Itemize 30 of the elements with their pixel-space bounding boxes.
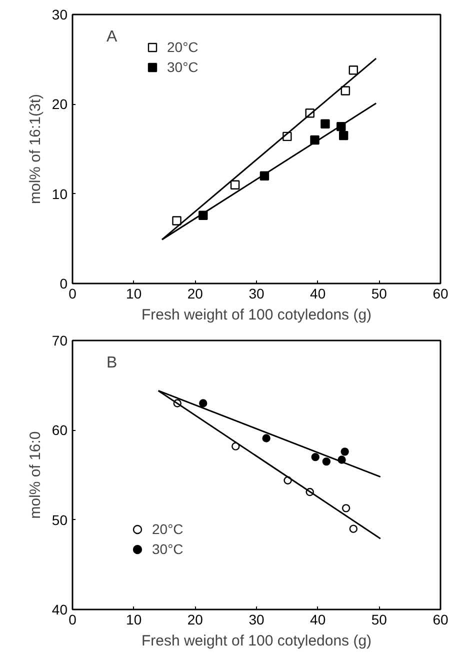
y-tick-label: 10 (52, 186, 68, 202)
y-tick-label: 30 (52, 6, 68, 22)
y-tick-label: 60 (52, 422, 68, 438)
x-tick-label: 40 (310, 286, 326, 302)
x-axis-title: Fresh weight of 100 cotyledons (g) (141, 632, 372, 650)
y-tick-label: 0 (60, 276, 68, 292)
x-tick-label: 10 (126, 612, 142, 628)
x-tick-label: 40 (310, 612, 326, 628)
legend-label: 20°C (167, 39, 198, 55)
legend-label: 30°C (167, 59, 198, 75)
x-tick-label: 30 (248, 612, 264, 628)
x-tick-label: 20 (187, 612, 204, 628)
y-axis-title: mol% of 16:1(3t) (26, 94, 44, 204)
x-tick-label: 50 (371, 612, 388, 628)
x-tick-label: 60 (432, 612, 448, 628)
x-tick-label: 10 (126, 286, 142, 302)
y-tick-label: 20 (52, 96, 68, 112)
y-tick-label: 50 (52, 512, 68, 528)
annotation: A (106, 28, 118, 46)
x-tick-label: 50 (371, 286, 388, 302)
y-tick-label: 40 (52, 602, 68, 618)
legend-label: 30°C (152, 541, 184, 557)
y-axis-title: mol% of 16:0 (26, 431, 44, 519)
annotation: B (106, 354, 118, 372)
legend-label: 20°C (152, 521, 184, 537)
x-tick-label: 60 (432, 286, 448, 302)
x-axis-title: Fresh weight of 100 cotyledons (g) (141, 306, 372, 324)
x-tick-label: 30 (248, 286, 264, 302)
x-tick-label: 20 (187, 286, 204, 302)
y-tick-label: 70 (52, 332, 68, 348)
